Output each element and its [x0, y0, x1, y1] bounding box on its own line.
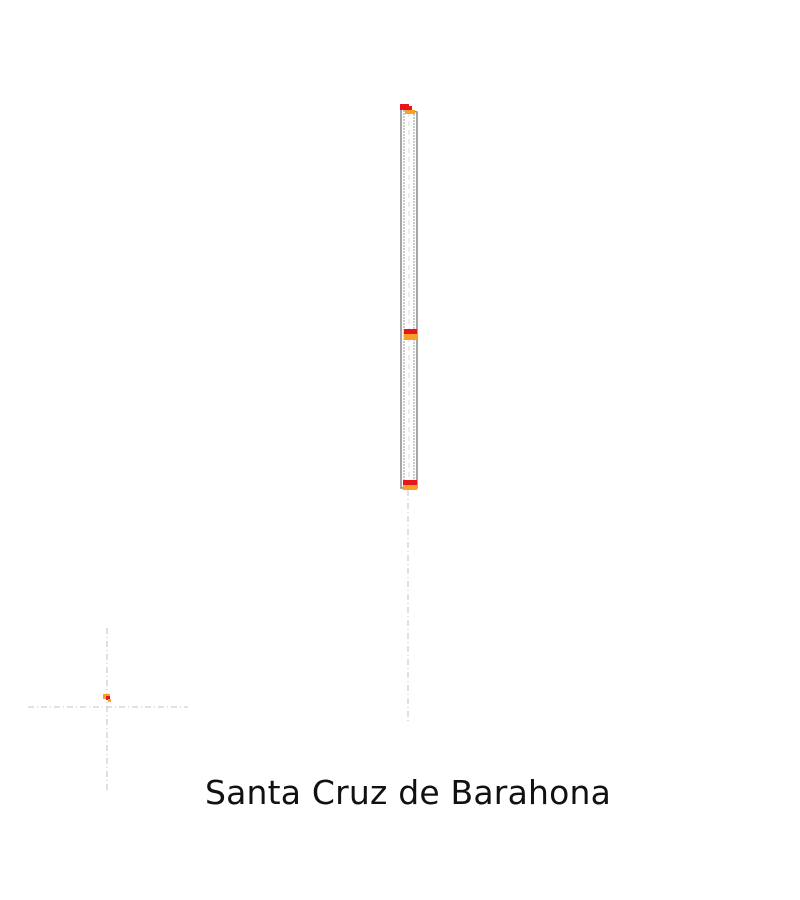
crosshair-icon	[28, 628, 188, 790]
map-marker-icon[interactable]	[400, 104, 415, 114]
route-outline	[401, 108, 417, 488]
map-marker-icon[interactable]	[403, 480, 417, 490]
map-marker-icon[interactable]	[404, 329, 417, 340]
map-marker-icon[interactable]	[103, 694, 111, 702]
place-label: Santa Cruz de Barahona	[0, 773, 800, 812]
